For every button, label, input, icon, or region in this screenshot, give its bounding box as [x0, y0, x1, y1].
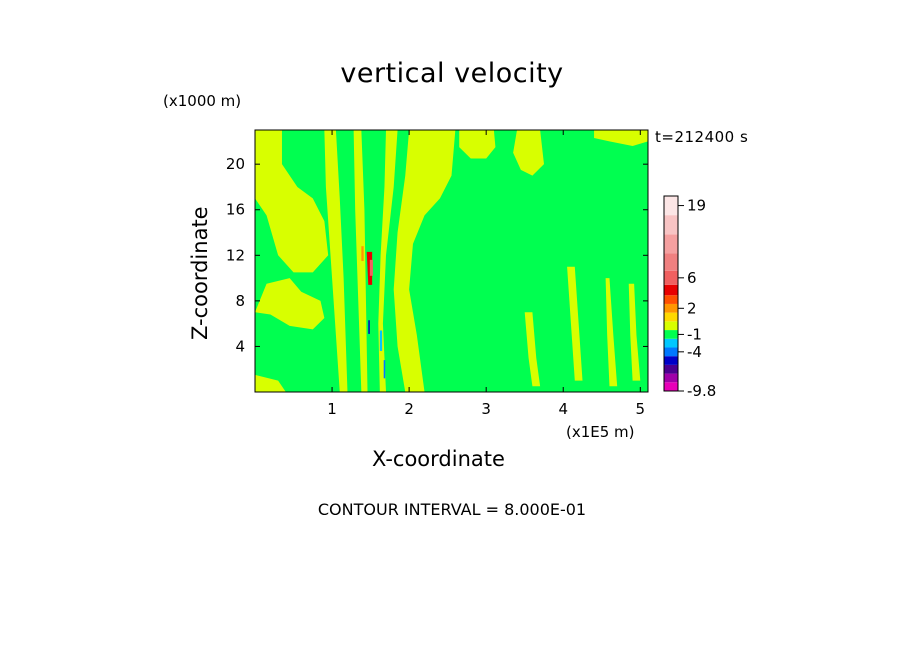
contour-region-17 — [368, 320, 370, 334]
contour-region-6 — [393, 130, 456, 392]
x-unit-label: (x1E5 m) — [566, 423, 635, 441]
x-tick-label-5: 5 — [636, 400, 646, 418]
colorbar-swatch-11 — [664, 284, 678, 296]
colorbar-swatch-4 — [664, 347, 678, 357]
x-axis-label: X-coordinate — [372, 447, 505, 471]
contour-region-18 — [383, 360, 386, 379]
colorbar-frame — [663, 195, 679, 392]
contour-region-5 — [378, 130, 398, 392]
colorbar-swatch-16 — [664, 196, 678, 216]
colorbar-label-19: 19 — [687, 197, 706, 215]
colorbar-swatch-8 — [664, 312, 678, 322]
y-tick-label-20: 20 — [226, 155, 245, 173]
colorbar-swatch-10 — [664, 295, 678, 304]
contour-region-19 — [361, 246, 364, 261]
colorbar-swatch-13 — [664, 253, 678, 271]
y-tick-label-12: 12 — [226, 246, 245, 264]
z-unit-label: (x1000 m) — [163, 92, 242, 110]
colorbar-label--1: -1 — [687, 325, 702, 343]
colorbar-label--9.8: -9.8 — [687, 382, 716, 400]
contour-region-9 — [594, 130, 648, 146]
contour-region-2 — [255, 374, 286, 392]
colorbar-swatch-3 — [664, 356, 678, 365]
contour-region-16 — [379, 330, 383, 351]
colorbar-swatch-5 — [664, 338, 678, 348]
x-tick-label-1: 1 — [327, 400, 337, 418]
colorbar-label-6: 6 — [687, 269, 697, 287]
chart-title: vertical velocity — [340, 58, 564, 89]
x-tick-label-3: 3 — [481, 400, 491, 418]
colorbar-swatch-14 — [664, 234, 678, 254]
colorbar-label--4: -4 — [687, 343, 702, 361]
contour-region-15 — [369, 259, 373, 276]
contour-region-7 — [459, 130, 496, 159]
y-tick-label-4: 4 — [235, 337, 245, 355]
colorbar-swatch-2 — [664, 364, 678, 374]
contour-region-1 — [255, 278, 325, 330]
contour-region-12 — [628, 283, 641, 381]
plot-frame — [254, 129, 649, 393]
contour-region-4 — [353, 130, 368, 392]
colorbar-swatch-15 — [664, 215, 678, 235]
contour-interval-footer: CONTOUR INTERVAL = 8.000E-01 — [317, 500, 587, 519]
contour-region-8 — [513, 130, 544, 176]
colorbar-swatch-12 — [664, 270, 678, 285]
contour-region-11 — [605, 278, 618, 387]
y-tick-label-8: 8 — [235, 292, 245, 310]
field-regions — [255, 130, 648, 392]
colorbar-label-2: 2 — [687, 299, 697, 317]
colorbar-swatch-1 — [664, 373, 678, 383]
contour-region-13 — [524, 312, 541, 387]
contour-region-10 — [567, 266, 583, 381]
colorbar-swatch-6 — [664, 330, 678, 339]
x-tick-label-4: 4 — [558, 400, 568, 418]
contour-region-0 — [255, 130, 329, 273]
time-label: t=212400 s — [655, 128, 749, 146]
colorbar-swatch-7 — [664, 321, 678, 331]
colorbar-swatch-9 — [664, 303, 678, 313]
x-tick-label-2: 2 — [404, 400, 414, 418]
colorbar-swatch-0 — [664, 382, 678, 391]
y-tick-label-16: 16 — [226, 201, 245, 219]
contour-region-3 — [324, 130, 348, 392]
